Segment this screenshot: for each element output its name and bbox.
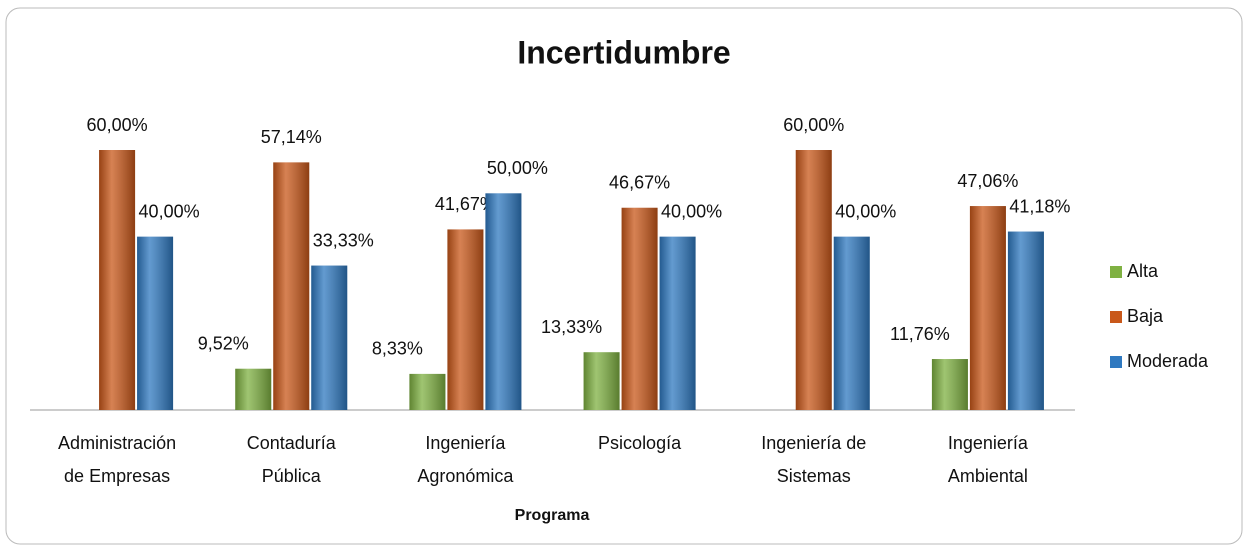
legend-swatch	[1110, 356, 1122, 368]
data-label: 40,00%	[835, 201, 896, 221]
bar-shine	[795, 150, 832, 410]
x-tick-label: Ingeniería Ambiental	[948, 433, 1029, 486]
data-label: 50,00%	[487, 158, 548, 178]
data-label: 33,33%	[313, 230, 374, 250]
chart-title: Incertidumbre	[517, 34, 730, 70]
legend-label: Moderada	[1127, 351, 1209, 371]
bar-shine	[447, 229, 484, 410]
bar-shine	[311, 265, 348, 410]
x-axis-label: Programa	[515, 507, 590, 524]
bar-shine	[485, 193, 522, 410]
x-tick-label: Contaduría Pública	[247, 433, 337, 486]
data-label: 8,33%	[372, 339, 423, 359]
bar-shine	[273, 162, 310, 410]
data-label: 46,67%	[609, 173, 670, 193]
bar-shine	[931, 359, 968, 410]
x-tick-label: Ingeniería Agronómica	[417, 433, 514, 486]
bar-shine	[409, 373, 446, 410]
data-label: 41,18%	[1009, 196, 1070, 216]
bar-shine	[833, 236, 870, 410]
bar-shine	[659, 236, 696, 410]
legend-swatch	[1110, 266, 1122, 278]
x-tick-label: Psicología	[598, 433, 682, 453]
x-tick-label: Administración de Empresas	[58, 433, 176, 486]
bar-shine	[99, 150, 136, 410]
bar-shine	[1007, 231, 1044, 410]
data-label: 60,00%	[87, 115, 148, 135]
data-label: 11,76%	[890, 324, 950, 344]
legend-label: Alta	[1127, 261, 1159, 281]
data-label: 60,00%	[783, 115, 844, 135]
bar-shine	[583, 352, 620, 410]
legend-swatch	[1110, 311, 1122, 323]
bar-shine	[969, 206, 1006, 410]
x-tick-label: Ingeniería de Sistemas	[761, 433, 866, 486]
data-label: 40,00%	[661, 201, 722, 221]
data-label: 41,67%	[435, 194, 496, 214]
data-label: 40,00%	[139, 201, 200, 221]
bar-shine	[621, 207, 658, 410]
bar-shine	[137, 236, 174, 410]
data-label: 47,06%	[957, 171, 1018, 191]
bar-shine	[235, 368, 272, 410]
legend-label: Baja	[1127, 306, 1164, 326]
data-label: 13,33%	[541, 317, 602, 337]
data-label: 9,52%	[198, 333, 249, 353]
data-label: 57,14%	[261, 127, 322, 147]
